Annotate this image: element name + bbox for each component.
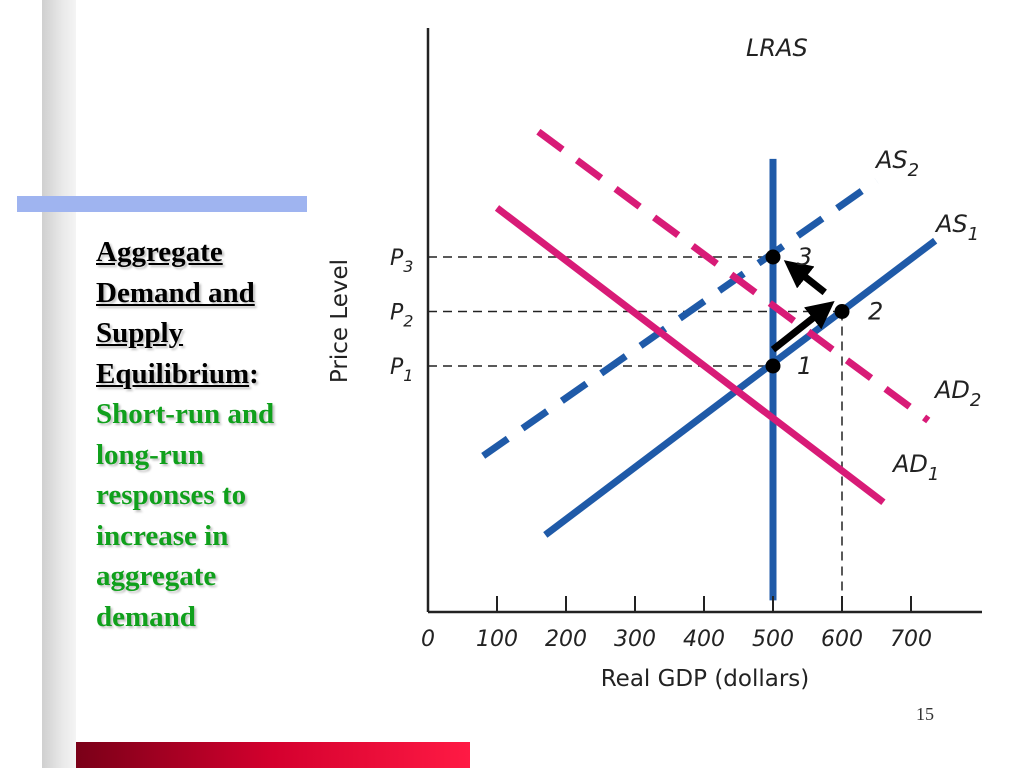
x-tick-label: 400 bbox=[683, 627, 725, 652]
x-tick-label: 300 bbox=[614, 627, 656, 652]
curve-label: AD2 bbox=[933, 376, 981, 411]
bottom-accent-rule bbox=[76, 742, 470, 768]
equilibrium-point bbox=[765, 358, 781, 374]
equilibrium-label: 2 bbox=[868, 298, 883, 326]
curve-label: AD1 bbox=[891, 450, 939, 485]
curve-label: LRAS bbox=[746, 34, 808, 62]
y-tick-label: P2 bbox=[390, 301, 413, 331]
x-tick-label: 600 bbox=[821, 627, 863, 652]
top-accent-rule bbox=[17, 196, 307, 212]
curve-ad2 bbox=[536, 128, 931, 424]
x-tick-label: 0 bbox=[421, 627, 435, 652]
curve-as1 bbox=[543, 237, 938, 538]
slide-subtitle-line: Short-run and bbox=[96, 398, 275, 430]
y-axis-title: Price Level bbox=[327, 259, 353, 383]
x-axis-title: Real GDP (dollars) bbox=[601, 666, 810, 692]
equilibrium-label: 1 bbox=[797, 352, 812, 380]
x-tick-label: 700 bbox=[890, 627, 932, 652]
page-number: 15 bbox=[916, 704, 934, 724]
x-tick-label: 200 bbox=[545, 627, 587, 652]
equilibrium-point bbox=[834, 304, 850, 319]
slide-title-line: Aggregate bbox=[96, 236, 223, 268]
slide-subtitle-line: increase in bbox=[96, 519, 229, 552]
slide-title-line: Supply bbox=[96, 317, 184, 349]
y-tick-label: P1 bbox=[390, 355, 413, 385]
x-tick-label: 500 bbox=[752, 627, 794, 652]
slide-subtitle-line: long-run bbox=[96, 438, 204, 471]
slide-title-line: Demand and bbox=[96, 276, 255, 309]
curve-label: AS1 bbox=[934, 210, 979, 245]
slide-title-last-line: Equilibrium: bbox=[96, 358, 259, 390]
slide-subtitle-line: responses to bbox=[96, 479, 247, 511]
shift-arrow bbox=[783, 260, 827, 296]
equilibrium-label: 3 bbox=[797, 243, 812, 271]
left-accent-bar bbox=[42, 0, 76, 768]
slide-title-line: Equilibrium bbox=[96, 357, 250, 390]
chart-panel bbox=[318, 18, 1000, 706]
slide-subtitle-line: demand bbox=[96, 600, 196, 633]
curve-label: AS2 bbox=[874, 146, 919, 181]
shift-arrow bbox=[770, 300, 835, 353]
equilibrium-point bbox=[765, 249, 781, 265]
slide-text-block: Aggregate Demand and Supply Equilibrium:… bbox=[96, 232, 316, 637]
curve-as2 bbox=[481, 177, 879, 459]
y-tick-label: P3 bbox=[390, 246, 413, 276]
curve-ad1 bbox=[494, 205, 886, 506]
x-tick-label: 100 bbox=[476, 627, 518, 652]
slide-subtitle-line: aggregate bbox=[96, 560, 217, 592]
slide-title-colon: : bbox=[249, 357, 259, 390]
